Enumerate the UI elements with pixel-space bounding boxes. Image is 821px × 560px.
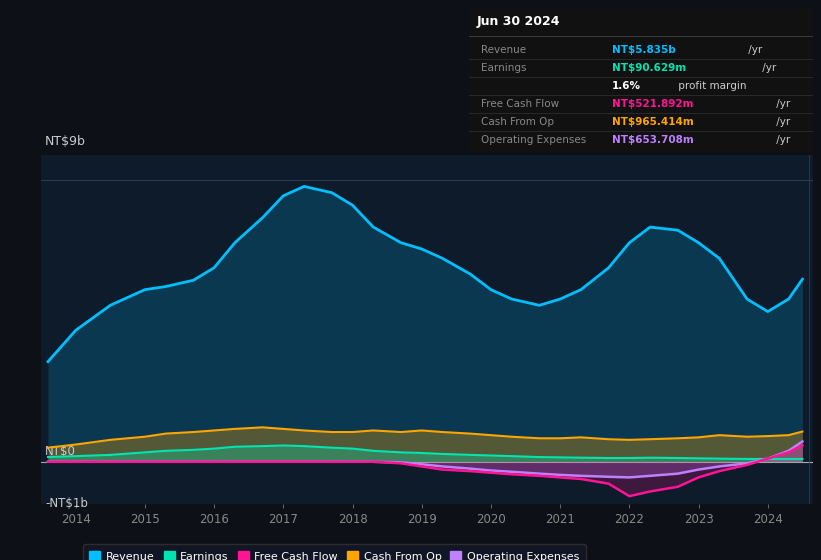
Text: -NT$1b: -NT$1b <box>45 497 88 510</box>
Text: NT$0: NT$0 <box>45 445 76 458</box>
Text: NT$653.708m: NT$653.708m <box>612 135 694 145</box>
Text: /yr: /yr <box>773 99 790 109</box>
Text: Earnings: Earnings <box>481 63 526 73</box>
Text: /yr: /yr <box>759 63 776 73</box>
Text: 1.6%: 1.6% <box>612 81 641 91</box>
Legend: Revenue, Earnings, Free Cash Flow, Cash From Op, Operating Expenses: Revenue, Earnings, Free Cash Flow, Cash … <box>83 544 586 560</box>
Text: NT$965.414m: NT$965.414m <box>612 117 694 127</box>
Text: NT$9b: NT$9b <box>45 134 85 148</box>
Text: /yr: /yr <box>745 45 762 55</box>
Text: Operating Expenses: Operating Expenses <box>481 135 586 145</box>
Text: Revenue: Revenue <box>481 45 526 55</box>
Text: /yr: /yr <box>773 135 790 145</box>
Text: profit margin: profit margin <box>676 81 747 91</box>
Text: NT$90.629m: NT$90.629m <box>612 63 686 73</box>
Text: Jun 30 2024: Jun 30 2024 <box>477 15 561 27</box>
Text: /yr: /yr <box>773 117 790 127</box>
Bar <box>470 8 813 152</box>
Text: Cash From Op: Cash From Op <box>481 117 554 127</box>
Text: NT$5.835b: NT$5.835b <box>612 45 676 55</box>
Text: Free Cash Flow: Free Cash Flow <box>481 99 559 109</box>
Text: NT$521.892m: NT$521.892m <box>612 99 694 109</box>
